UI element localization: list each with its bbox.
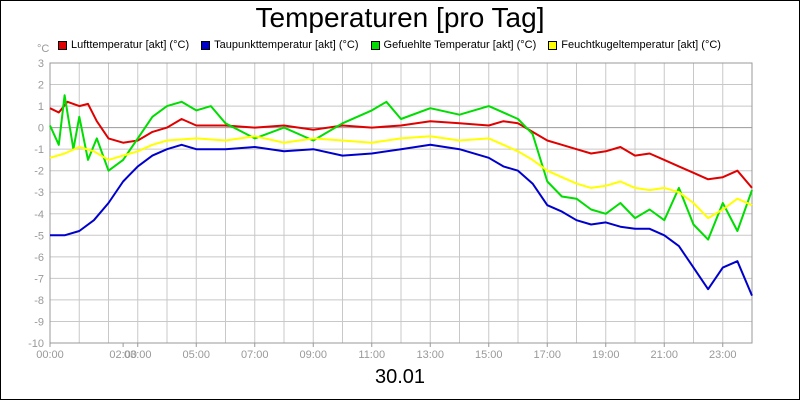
legend-swatch-taupunkttemperatur (201, 40, 211, 50)
x-tick-label: 03:00 (124, 349, 152, 361)
y-tick-label: 2 (38, 80, 44, 92)
grid (49, 62, 753, 344)
x-tick-label: 23:00 (709, 349, 737, 361)
y-tick-label: -3 (34, 187, 44, 199)
y-tick-label: 0 (38, 123, 44, 135)
legend-item-taupunkttemperatur: Taupunkttemperatur [akt] (°C) (201, 38, 359, 52)
legend-swatch-lufttemperatur (58, 40, 67, 50)
y-tick-label: 3 (38, 58, 44, 70)
y-tick-label: -6 (34, 252, 44, 264)
x-tick-label: 05:00 (182, 349, 210, 361)
x-tick-label: 19:00 (592, 349, 620, 361)
x-tick-label: 07:00 (241, 349, 269, 361)
chart-title: Temperaturen [pro Tag] (255, 2, 545, 33)
y-tick-label: -4 (34, 209, 44, 221)
legend-swatch-gefuehlte-temperatur (370, 40, 380, 50)
legend-swatch-feuchtkugeltemperatur (548, 40, 558, 50)
y-tick-label: -10 (28, 338, 44, 350)
x-tick-label: 09:00 (299, 349, 327, 361)
y-unit-label: °C (37, 43, 49, 55)
legend-item-gefuehlte-temperatur: Gefuehlte Temperatur [akt] (°C) (370, 38, 537, 52)
x-tick-label: 11:00 (358, 349, 385, 361)
y-tick-label: -1 (34, 144, 44, 156)
legend-item-lufttemperatur: Lufttemperatur [akt] (°C) (58, 38, 189, 52)
series-line-lufttemperatur (49, 100, 753, 189)
x-tick-label: 15:00 (475, 349, 503, 361)
x-tick-label: 21:00 (650, 349, 678, 361)
x-tick-label: 02:00 (109, 349, 137, 361)
legend-label-taupunkttemperatur: Taupunkttemperatur [akt] (°C) (214, 39, 359, 51)
x-tick-label: 17:00 (533, 349, 561, 361)
y-tick-label: -8 (34, 295, 44, 307)
legend: Lufttemperatur [akt] (°C) Taupunkttemper… (58, 38, 733, 52)
series-lines (49, 94, 753, 296)
series-line-taupunkttemperatur (50, 143, 753, 296)
y-tick-label: -5 (34, 230, 44, 242)
y-tick-label: 1 (38, 101, 44, 113)
date-label: 30.01 (374, 366, 426, 388)
legend-label-lufttemperatur: Lufttemperatur [akt] (°C) (71, 39, 190, 51)
y-tick-label: -2 (34, 166, 44, 178)
legend-label-gefuehlte-temperatur: Gefuehlte Temperatur [akt] (°C) (383, 39, 537, 51)
y-tick-label: -7 (34, 273, 44, 285)
legend-item-feuchtkugeltemperatur: Feuchtkugeltemperatur [akt] (°C) (548, 38, 721, 52)
x-tick-label: 13:00 (416, 349, 444, 361)
series-line-gefuehlte-temperatur (49, 94, 753, 241)
y-tick-label: -9 (34, 316, 44, 328)
x-tick-label: 00:00 (36, 349, 64, 361)
legend-label-feuchtkugeltemperatur: Feuchtkugeltemperatur [akt] (°C) (561, 39, 721, 51)
plot-border (49, 62, 753, 344)
series-line-feuchtkugeltemperatur (49, 135, 753, 220)
